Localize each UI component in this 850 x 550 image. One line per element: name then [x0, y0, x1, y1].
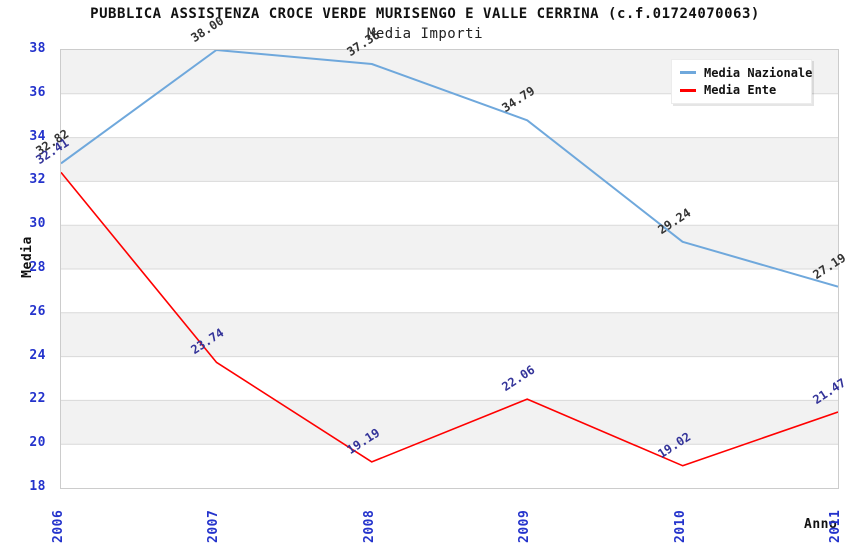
x-tick-label: 2009: [517, 509, 533, 543]
legend: Media Nazionale Media Ente: [671, 59, 812, 104]
legend-label-nazionale: Media Nazionale: [704, 65, 813, 80]
chart-title: PUBBLICA ASSISTENZA CROCE VERDE MURISENG…: [90, 6, 760, 22]
plot-area: 32.82 38.00 37.36 34.79 29.24 27.19 32.41 23.74…: [33, 14, 848, 489]
y-tick-label: 38: [29, 41, 46, 56]
x-tick-label: 2006: [51, 509, 66, 543]
y-axis-title: Media: [20, 236, 35, 278]
legend-item-media-nazionale: Media Nazionale: [680, 66, 812, 80]
x-tick-label: 2007: [206, 509, 222, 543]
y-tick-label: 34: [29, 128, 46, 144]
y-tick-label: 30: [29, 216, 46, 232]
y-tick-label: 24: [29, 347, 46, 363]
x-axis-title: Anno: [804, 517, 838, 532]
y-tick-label: 20: [29, 435, 46, 451]
legend-line-swatch-ente: [680, 88, 696, 92]
y-tick-label: 36: [29, 84, 46, 100]
y-tick-label: 22: [29, 391, 46, 407]
y-tick-label: 18: [29, 479, 46, 494]
y-tick-label: 32: [29, 172, 46, 188]
legend-label-ente: Media Ente: [704, 83, 777, 98]
y-tick-label: 28: [29, 260, 46, 275]
x-tick-label: 2011: [828, 509, 843, 543]
legend-item-media-ente: Media Ente: [680, 83, 803, 97]
legend-line-swatch-nazionale: [680, 71, 696, 75]
x-tick-label: 2010: [672, 509, 688, 543]
plot-canvas: [61, 50, 838, 488]
chart-subtitle: Media Importi: [366, 26, 484, 42]
y-tick-label: 26: [29, 303, 46, 319]
x-tick-label: 2008: [361, 509, 377, 543]
